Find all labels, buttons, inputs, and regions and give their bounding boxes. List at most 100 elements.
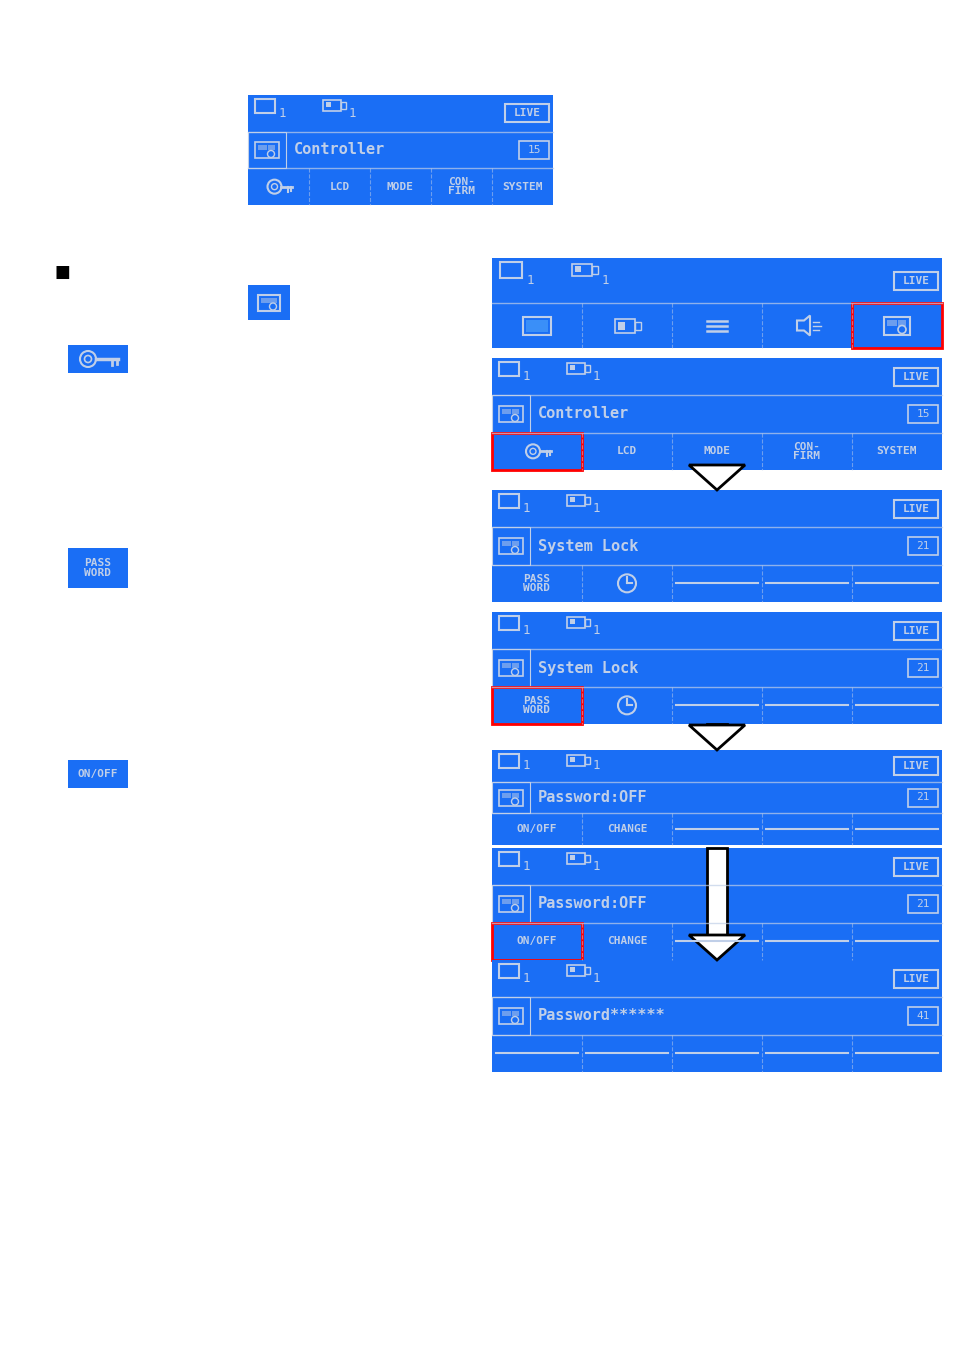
Bar	[498, 494, 518, 508]
Bar	[618, 321, 624, 329]
Bar	[492, 490, 941, 602]
Bar	[566, 363, 584, 374]
Bar	[68, 760, 128, 788]
Bar	[907, 895, 937, 913]
Bar	[501, 792, 511, 798]
Bar	[592, 266, 598, 274]
Bar	[706, 464, 726, 470]
Text: 15: 15	[915, 409, 929, 418]
Bar	[498, 616, 518, 630]
Text: SYSTEM: SYSTEM	[876, 447, 916, 456]
Bar	[326, 103, 331, 107]
Bar	[518, 140, 548, 159]
Circle shape	[269, 302, 276, 311]
Text: 21: 21	[915, 663, 929, 674]
Bar	[615, 319, 635, 332]
Bar	[569, 757, 575, 761]
Bar	[566, 495, 584, 506]
Bar	[569, 855, 575, 860]
Text: LCD: LCD	[617, 447, 637, 456]
Bar	[907, 405, 937, 423]
Circle shape	[530, 448, 536, 455]
Bar	[893, 757, 937, 775]
Bar	[501, 541, 511, 545]
Bar	[492, 612, 941, 724]
Bar	[883, 316, 909, 335]
Text: 15: 15	[527, 144, 540, 155]
Circle shape	[511, 668, 518, 675]
Bar	[512, 541, 518, 545]
Bar	[566, 853, 584, 864]
Bar	[525, 320, 547, 332]
Bar	[569, 967, 575, 972]
Text: ■: ■	[55, 263, 71, 281]
Bar	[501, 663, 511, 668]
Text: 1: 1	[593, 624, 599, 637]
Bar	[501, 855, 516, 863]
Bar	[584, 855, 589, 863]
Text: MODE: MODE	[702, 447, 730, 456]
Bar	[501, 757, 516, 765]
Bar	[498, 539, 522, 553]
Bar	[897, 320, 905, 325]
Text: System Lock: System Lock	[537, 539, 638, 553]
Circle shape	[618, 574, 636, 593]
Text: LIVE: LIVE	[902, 861, 928, 872]
Text: 1: 1	[593, 860, 599, 873]
Text: 1: 1	[349, 107, 356, 120]
Bar	[566, 965, 584, 976]
Bar	[499, 262, 521, 278]
Bar	[492, 960, 941, 1072]
Bar	[492, 848, 941, 960]
Bar	[257, 103, 272, 109]
Bar	[492, 751, 941, 845]
Text: 1: 1	[593, 502, 599, 516]
Text: 1: 1	[522, 370, 530, 383]
Text: 21: 21	[915, 899, 929, 909]
Bar	[492, 687, 581, 724]
Bar	[492, 649, 530, 687]
Text: LIVE: LIVE	[513, 108, 540, 119]
Text: Controller: Controller	[294, 143, 385, 158]
Text: 1: 1	[593, 370, 599, 383]
Text: 1: 1	[593, 972, 599, 986]
Bar	[635, 321, 640, 329]
Polygon shape	[688, 936, 744, 960]
Bar	[512, 663, 518, 668]
Circle shape	[80, 351, 96, 367]
Text: 41: 41	[915, 1011, 929, 1021]
Bar	[584, 967, 589, 973]
Bar	[248, 285, 290, 320]
Bar	[584, 757, 589, 764]
Text: PASS
WORD: PASS WORD	[523, 574, 550, 593]
Bar	[907, 788, 937, 806]
Text: Password:OFF: Password:OFF	[537, 896, 647, 911]
Text: CON-
FIRM: CON- FIRM	[793, 441, 820, 460]
Bar	[584, 497, 589, 504]
Text: 1: 1	[522, 860, 530, 873]
Bar	[498, 790, 522, 806]
Bar	[498, 755, 518, 768]
Circle shape	[511, 904, 518, 911]
Bar	[512, 409, 518, 414]
Bar	[501, 409, 511, 414]
Circle shape	[272, 184, 277, 189]
Text: LIVE: LIVE	[902, 371, 928, 382]
Circle shape	[525, 444, 539, 459]
Bar	[501, 364, 516, 373]
Bar	[907, 1007, 937, 1025]
Bar	[268, 144, 274, 150]
Circle shape	[85, 355, 91, 363]
Bar	[270, 297, 276, 302]
Bar	[893, 271, 937, 289]
Bar	[248, 132, 286, 169]
Bar	[340, 103, 346, 109]
Text: 1: 1	[278, 107, 286, 120]
Bar	[584, 364, 589, 373]
Circle shape	[897, 325, 905, 333]
Bar	[566, 755, 584, 765]
Text: LCD: LCD	[329, 182, 349, 192]
Text: 1: 1	[601, 274, 609, 288]
Bar	[893, 857, 937, 876]
Bar	[254, 99, 274, 113]
